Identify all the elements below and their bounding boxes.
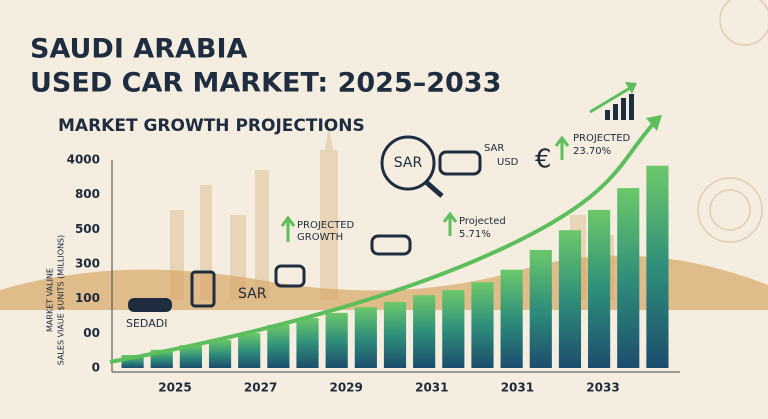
y-tick-label: 500	[75, 222, 100, 236]
y-axis-label: MARKET VALINE	[46, 268, 55, 332]
title: SAUDI ARABIA	[30, 34, 248, 65]
arrow	[589, 86, 631, 114]
annotation: 5.71%	[459, 229, 491, 240]
bar	[558, 230, 582, 368]
annotation: SAR	[238, 286, 267, 302]
bar	[617, 188, 640, 368]
mini-bars	[605, 94, 634, 120]
x-tick-label: 2033	[586, 381, 619, 395]
ornament	[697, 0, 768, 243]
bar	[442, 290, 465, 368]
title: USED CAR MARKET: 2025–2033	[30, 68, 501, 99]
car-icon	[438, 150, 482, 176]
y-tick-label: 0	[92, 361, 100, 375]
annotation: SEDADI	[126, 317, 167, 330]
annotation: SAR	[394, 155, 423, 171]
annotation: PROJECTED	[573, 133, 631, 144]
car-icon	[370, 234, 412, 256]
bar	[500, 269, 523, 368]
euro-icon: €	[535, 145, 552, 175]
up-arrow	[280, 215, 296, 242]
bar	[383, 301, 407, 368]
fuel-icon	[190, 270, 216, 308]
bar	[529, 249, 552, 368]
bar	[325, 312, 348, 368]
x-tick-label: 2031	[501, 381, 534, 395]
bar	[208, 339, 232, 368]
x-tick-label: 2031	[415, 381, 448, 395]
up-arrow	[554, 135, 570, 160]
annotation: GROWTH	[297, 232, 343, 243]
car-icon	[274, 264, 306, 288]
y-tick-label: 00	[83, 326, 100, 340]
bar	[179, 345, 202, 368]
sedan-icon	[128, 298, 172, 312]
annotation: Projected	[459, 216, 506, 227]
x-tick-label: 2029	[329, 381, 362, 395]
y-tick-label: 800	[75, 187, 100, 201]
bar	[646, 165, 669, 368]
y-tick-label: 4000	[67, 153, 100, 167]
bar	[238, 333, 261, 368]
y-axis-label: SALES VIAUE $UNITS (MILLIONS)	[57, 235, 66, 366]
magnifier-handle	[424, 180, 444, 198]
bar	[354, 307, 377, 368]
y-tick-label: 300	[75, 257, 100, 271]
subtitle: MARKET GROWTH PROJECTIONS	[58, 116, 365, 136]
x-tick-label: 2025	[158, 381, 191, 395]
annotation: PROJECTED	[297, 220, 355, 231]
annotation: USD	[497, 157, 519, 168]
arrow-head	[625, 82, 637, 94]
bar	[413, 295, 436, 368]
bar	[471, 282, 494, 368]
growth-arrow	[109, 120, 657, 364]
annotation: SAR	[484, 143, 504, 154]
bar	[588, 209, 611, 368]
bar	[296, 318, 319, 368]
magnifier	[380, 135, 436, 191]
x-tick-label: 2027	[244, 381, 277, 395]
bar	[267, 324, 290, 368]
arrow-head	[646, 115, 662, 131]
y-tick-label: 100	[75, 291, 100, 305]
annotation: 23.70%	[573, 146, 611, 157]
up-arrow	[442, 211, 458, 236]
